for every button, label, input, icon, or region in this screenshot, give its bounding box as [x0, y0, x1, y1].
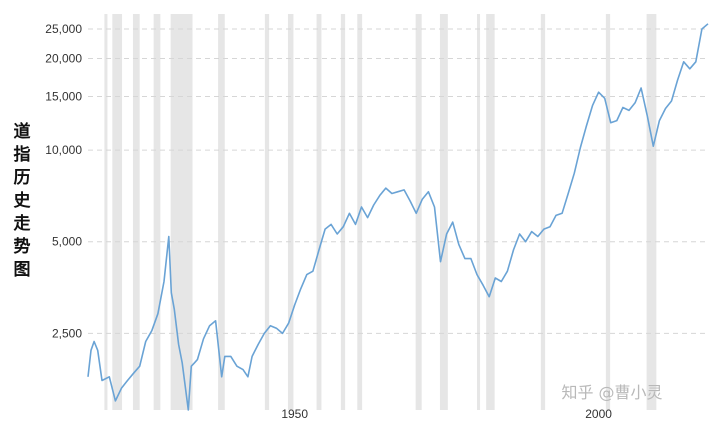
recession-band-15	[486, 14, 495, 410]
recession-band-7	[264, 14, 270, 410]
y-axis-label-char: 图	[14, 260, 31, 280]
recession-band-16	[540, 14, 546, 410]
recession-band-9	[316, 14, 322, 410]
recession-band-4	[153, 14, 161, 410]
recession-band-3	[132, 14, 140, 410]
recession-band-18	[646, 14, 657, 410]
y-axis-label-char: 走	[14, 213, 31, 234]
y-axis-label-char: 道	[14, 121, 31, 142]
y-tick-label: 20,000	[45, 51, 82, 65]
y-axis-label-char: 指	[14, 144, 31, 165]
y-tick-label: 15,000	[45, 90, 82, 104]
recession-band-13	[439, 14, 448, 410]
grid-lines	[88, 28, 708, 334]
recession-band-10	[340, 14, 346, 410]
x-tick-label: 1950	[281, 407, 308, 421]
recession-band-14	[477, 14, 481, 410]
recession-bands	[104, 14, 657, 410]
recession-band-1	[104, 14, 108, 410]
y-axis-ticks: 2,500 5,000 10,000 15,000 20,000 25,000	[45, 22, 82, 340]
y-tick-label: 25,000	[45, 22, 82, 36]
recession-band-12	[415, 14, 422, 410]
watermark: 知乎 @曹小灵	[561, 383, 662, 402]
y-axis-label-char: 势	[14, 236, 31, 257]
y-tick-label: 2,500	[52, 326, 82, 340]
y-axis-label-char: 史	[14, 190, 32, 211]
x-tick-label: 2000	[585, 407, 612, 421]
recession-band-5	[170, 14, 193, 410]
y-axis-label-char: 历	[14, 168, 31, 188]
recession-band-8	[287, 14, 294, 410]
series-line-dow	[87, 23, 709, 411]
recession-band-6	[218, 14, 225, 410]
y-tick-label: 10,000	[45, 143, 82, 157]
recession-band-2	[112, 14, 123, 410]
y-tick-label: 5,000	[52, 235, 82, 249]
recession-band-17	[605, 14, 611, 410]
x-axis-ticks: 1950 2000	[281, 407, 612, 421]
